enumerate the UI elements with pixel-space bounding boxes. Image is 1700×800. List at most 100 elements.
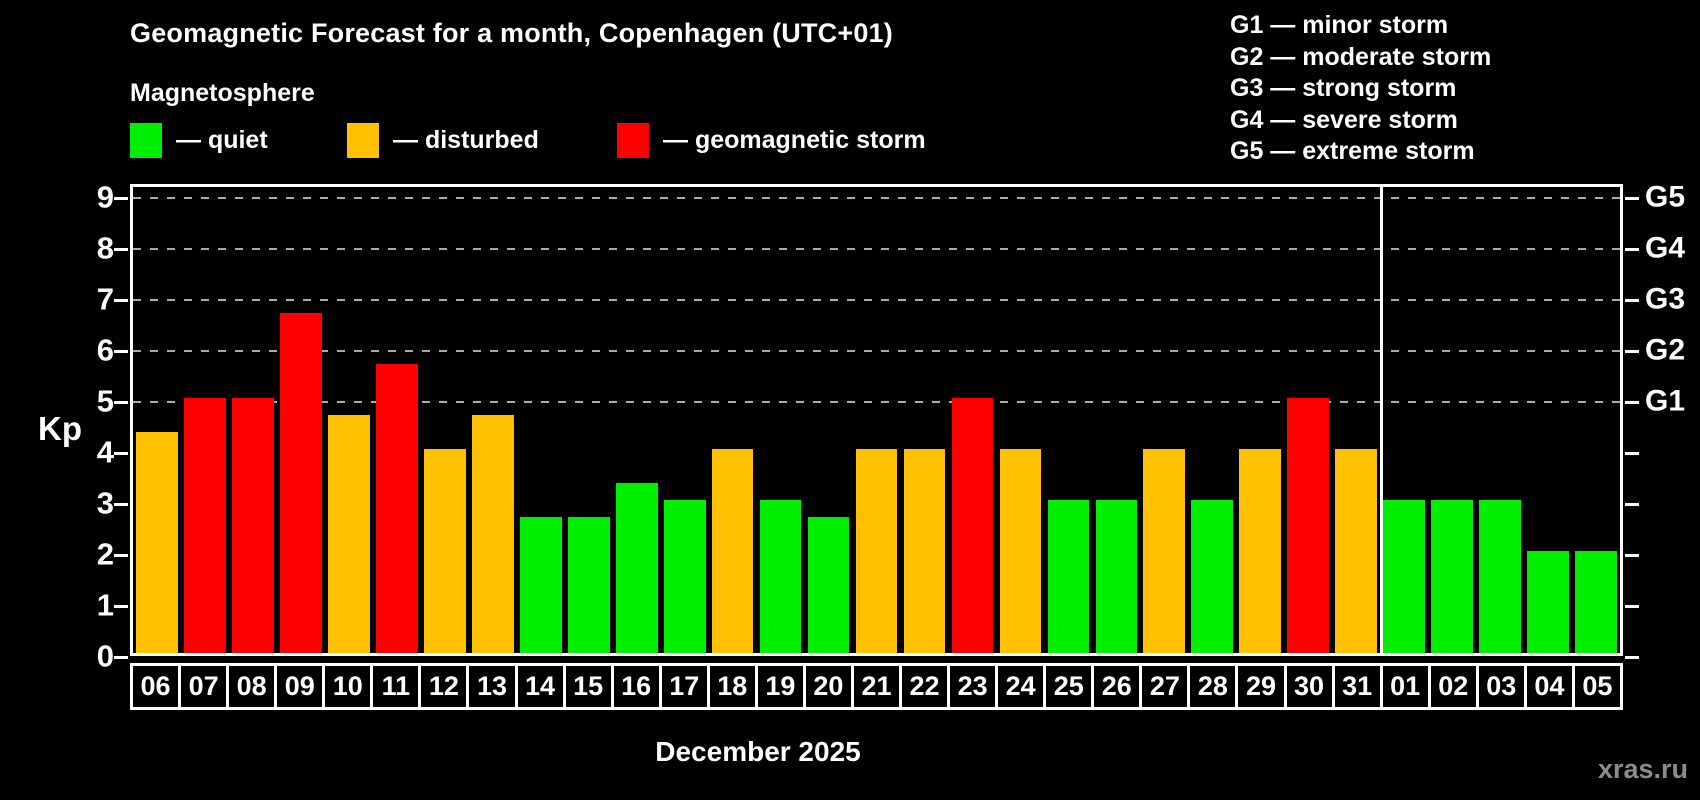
- day-label-01: 01: [1379, 663, 1431, 710]
- day-label-18: 18: [706, 663, 758, 710]
- y-tick-label: 0: [96, 638, 114, 674]
- right-tick-kp8: [1625, 248, 1639, 251]
- kp-bar-day-30: [1287, 398, 1330, 653]
- g-tick-label-G2: G2: [1645, 333, 1686, 367]
- bar-cell-day-15: [565, 187, 613, 653]
- y-tick-label: 9: [96, 179, 114, 215]
- g-tick-label-G4: G4: [1645, 231, 1686, 265]
- left-tick-kp4: [114, 452, 128, 455]
- day-label-11: 11: [370, 663, 422, 710]
- x-axis-title: December 2025: [655, 736, 861, 767]
- y-tick-label: 6: [96, 332, 114, 368]
- day-label-02: 02: [1427, 663, 1479, 710]
- bar-cell-day-17: [661, 187, 709, 653]
- kp-bar-day-23: [951, 398, 994, 653]
- kp-bar-day-21: [855, 449, 898, 653]
- bar-cell-day-07: [181, 187, 229, 653]
- g-scale-legend-item: G3 — strong storm: [1230, 74, 1457, 102]
- day-label-14: 14: [514, 663, 566, 710]
- bar-cell-day-10: [325, 187, 373, 653]
- bar-cell-day-09: [277, 187, 325, 653]
- kp-bar-day-12: [423, 449, 466, 653]
- right-tick-kp9: [1625, 197, 1639, 200]
- kp-bar-day-26: [1095, 500, 1138, 653]
- kp-bar-day-05: [1575, 551, 1617, 653]
- y-tick-label: 2: [96, 536, 114, 572]
- day-label-19: 19: [754, 663, 806, 710]
- kp-bar-day-18: [711, 449, 754, 653]
- g-scale-legend: G1 — minor storm G2 — moderate storm G3 …: [1230, 10, 1491, 168]
- day-label-04: 04: [1523, 663, 1575, 710]
- y-tick-label: 5: [96, 383, 114, 419]
- g-scale-legend-item: G4 — severe storm: [1230, 105, 1458, 134]
- bar-cell-day-18: [709, 187, 757, 653]
- bar-cell-day-08: [229, 187, 277, 653]
- bar-cell-day-25: [1044, 187, 1092, 653]
- bar-cell-day-31: [1332, 187, 1380, 653]
- kp-bar-day-25: [1047, 500, 1090, 653]
- gridline-kp6: [133, 350, 1620, 352]
- kp-bar-day-01: [1383, 500, 1426, 653]
- storm-color-swatch: [617, 122, 649, 158]
- bar-cell-day-24: [996, 187, 1044, 653]
- kp-bar-day-24: [999, 449, 1042, 653]
- y-tick-label: 8: [96, 230, 114, 266]
- kp-bar-day-29: [1239, 449, 1282, 653]
- day-label-31: 31: [1331, 663, 1383, 710]
- bar-cell-day-20: [805, 187, 853, 653]
- y-tick-label: 7: [96, 281, 114, 317]
- kp-bar-day-17: [663, 500, 706, 653]
- month-divider-line: [1380, 187, 1383, 653]
- bar-cell-day-03: [1476, 187, 1524, 653]
- bar-cell-day-19: [757, 187, 805, 653]
- bar-cell-day-29: [1236, 187, 1284, 653]
- day-label-30: 30: [1283, 663, 1335, 710]
- day-label-06: 06: [130, 663, 182, 710]
- day-label-24: 24: [995, 663, 1047, 710]
- gridline-kp7: [133, 299, 1620, 301]
- kp-bar-day-28: [1191, 500, 1234, 653]
- disturbed-color-swatch: [347, 122, 379, 158]
- bar-cell-day-06: [133, 187, 181, 653]
- left-tick-kp0: [114, 656, 128, 659]
- bar-cell-day-30: [1284, 187, 1332, 653]
- g-tick-label-G3: G3: [1645, 282, 1686, 316]
- day-label-05: 05: [1571, 663, 1623, 710]
- left-tick-kp8: [114, 248, 128, 251]
- day-label-26: 26: [1091, 663, 1143, 710]
- bar-cell-day-11: [373, 187, 421, 653]
- day-label-08: 08: [226, 663, 278, 710]
- bar-cell-day-02: [1428, 187, 1476, 653]
- g-tick-label-G1: G1: [1645, 384, 1686, 418]
- plot-area: [130, 184, 1623, 656]
- kp-bar-day-10: [328, 415, 370, 653]
- day-label-17: 17: [658, 663, 710, 710]
- bar-cell-day-21: [853, 187, 901, 653]
- bar-cell-day-28: [1188, 187, 1236, 653]
- g-scale-legend-item: G5 — extreme storm: [1230, 137, 1475, 165]
- kp-bar-day-02: [1431, 500, 1473, 653]
- day-label-22: 22: [899, 663, 951, 710]
- bar-cell-day-13: [469, 187, 517, 653]
- g-scale-legend-item: G1 — minor storm: [1230, 11, 1449, 39]
- bar-cell-day-22: [901, 187, 949, 653]
- legend-label: — quiet: [176, 125, 268, 154]
- day-label-07: 07: [178, 663, 230, 710]
- kp-bar-day-14: [519, 517, 562, 653]
- bar-cell-day-16: [613, 187, 661, 653]
- right-tick-kp0: [1625, 656, 1639, 659]
- kp-bar-day-27: [1143, 449, 1186, 653]
- day-label-10: 10: [322, 663, 374, 710]
- day-label-28: 28: [1187, 663, 1239, 710]
- kp-bar-day-19: [759, 500, 802, 653]
- kp-bar-day-09: [280, 313, 322, 653]
- kp-bar-day-08: [232, 398, 274, 653]
- kp-bar-day-31: [1335, 449, 1378, 653]
- left-tick-kp5: [114, 401, 128, 404]
- kp-bar-day-11: [375, 364, 418, 653]
- left-tick-kp6: [114, 350, 128, 353]
- day-label-16: 16: [610, 663, 662, 710]
- kp-bar-day-04: [1527, 551, 1569, 653]
- legend-item-quiet: — quiet: [130, 122, 268, 158]
